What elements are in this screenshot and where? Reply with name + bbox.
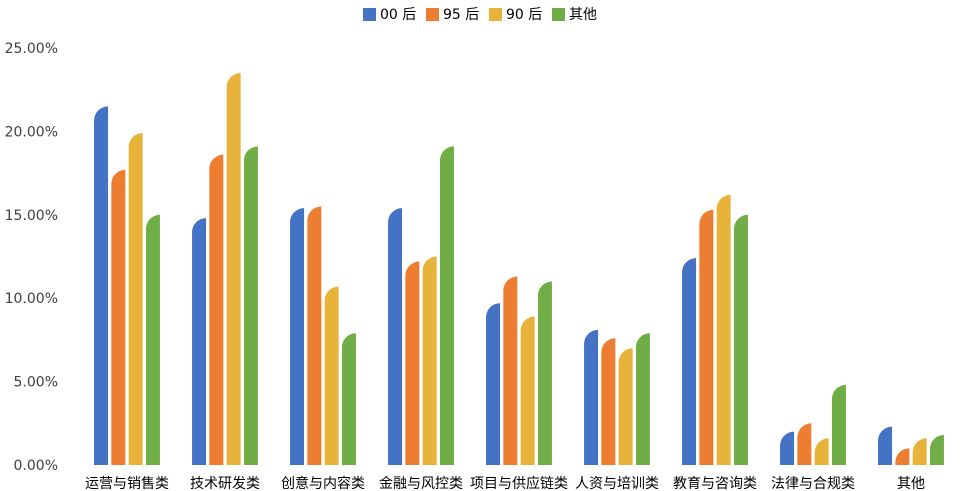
legend-swatch xyxy=(426,8,439,21)
x-category-label: 人资与培训类 xyxy=(575,476,659,491)
bar xyxy=(405,261,420,465)
y-tick-label: 0.00% xyxy=(14,458,58,474)
bar xyxy=(716,194,731,465)
y-tick-label: 10.00% xyxy=(5,291,58,307)
bar xyxy=(814,438,829,465)
bar xyxy=(503,276,518,465)
bar xyxy=(209,154,224,465)
bar xyxy=(307,206,322,465)
bar xyxy=(912,438,927,465)
legend-swatch xyxy=(363,8,376,21)
x-category-label: 项目与供应链类 xyxy=(470,475,568,491)
x-category-label: 金融与风控类 xyxy=(379,476,463,491)
bar xyxy=(584,329,599,465)
y-tick-label: 15.00% xyxy=(5,208,58,224)
bar xyxy=(439,146,454,466)
x-category-label: 其他 xyxy=(897,476,925,491)
bar xyxy=(226,73,241,466)
bar xyxy=(831,384,846,465)
bar xyxy=(895,448,910,465)
bar xyxy=(682,258,697,465)
legend-label: 00 后 xyxy=(380,7,416,23)
x-category-label: 教育与咨询类 xyxy=(673,476,757,491)
bar xyxy=(520,316,535,465)
bar xyxy=(290,208,305,466)
bar xyxy=(733,214,748,465)
bar xyxy=(486,303,501,465)
x-category-label: 运营与销售类 xyxy=(85,476,169,491)
y-tick-label: 20.00% xyxy=(5,124,58,140)
legend-label: 其他 xyxy=(569,7,597,23)
bar xyxy=(94,106,109,465)
x-category-label: 技术研发类 xyxy=(190,476,260,491)
bar xyxy=(797,423,812,465)
bar xyxy=(341,333,356,465)
bar xyxy=(388,208,403,466)
y-tick-label: 25.00% xyxy=(5,41,58,57)
bar xyxy=(192,218,207,465)
bar xyxy=(128,133,143,465)
bar xyxy=(929,434,944,465)
legend-swatch xyxy=(552,8,565,21)
bar xyxy=(780,431,795,465)
bar xyxy=(601,338,616,465)
bar xyxy=(635,333,650,465)
bar xyxy=(878,426,893,465)
bar xyxy=(145,214,160,465)
bar xyxy=(324,286,339,465)
bar xyxy=(243,146,258,466)
bar xyxy=(699,209,714,465)
bar xyxy=(618,348,633,465)
y-tick-label: 5.00% xyxy=(14,375,58,391)
x-category-label: 创意与内容类 xyxy=(281,475,365,491)
bar xyxy=(111,169,126,465)
bar xyxy=(422,256,437,465)
bar xyxy=(537,281,552,465)
legend-label: 95 后 xyxy=(443,7,479,23)
legend-swatch xyxy=(489,8,502,21)
legend-label: 90 后 xyxy=(506,7,542,23)
x-category-label: 法律与合规类 xyxy=(771,476,855,491)
